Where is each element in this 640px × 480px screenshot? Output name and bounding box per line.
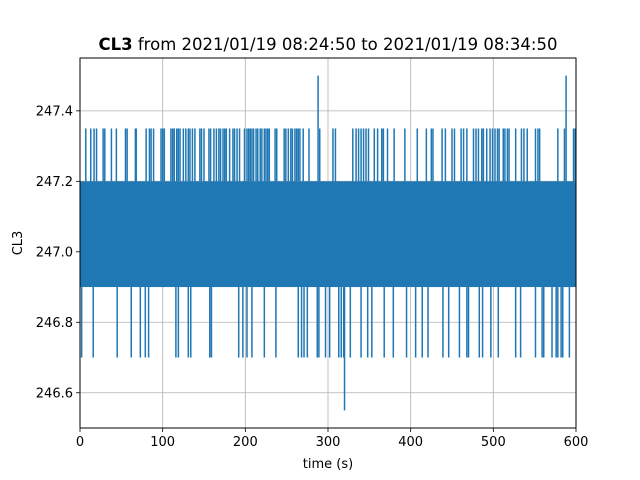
y-tick-label: 247.0 (36, 245, 73, 260)
series-band (80, 181, 576, 288)
series-cl3 (80, 75, 576, 411)
y-tick-label: 246.8 (36, 316, 73, 331)
chart-title-bold: CL3 (99, 35, 133, 54)
y-tick-label: 247.2 (36, 175, 73, 190)
axis-ticks: 0 100 200 300 400 500 600 246.6 246.8 247.0 247.2 2… (36, 104, 589, 450)
x-tick-label: 200 (233, 435, 258, 450)
x-tick-label: 500 (481, 435, 506, 450)
y-tick-label: 246.6 (36, 386, 73, 401)
x-tick-label: 400 (398, 435, 423, 450)
x-tick-label: 300 (316, 435, 341, 450)
y-axis-label: CL3 (11, 231, 26, 256)
chart-title: CL3 from 2021/01/19 08:24:50 to 2021/01/… (99, 35, 558, 54)
x-tick-label: 0 (76, 435, 84, 450)
x-tick-label: 100 (150, 435, 175, 450)
y-tick-label: 247.4 (36, 104, 73, 119)
x-tick-label: 600 (564, 435, 589, 450)
x-axis-label: time (s) (303, 457, 353, 472)
chart-title-rest: from 2021/01/19 08:24:50 to 2021/01/19 0… (133, 35, 558, 54)
